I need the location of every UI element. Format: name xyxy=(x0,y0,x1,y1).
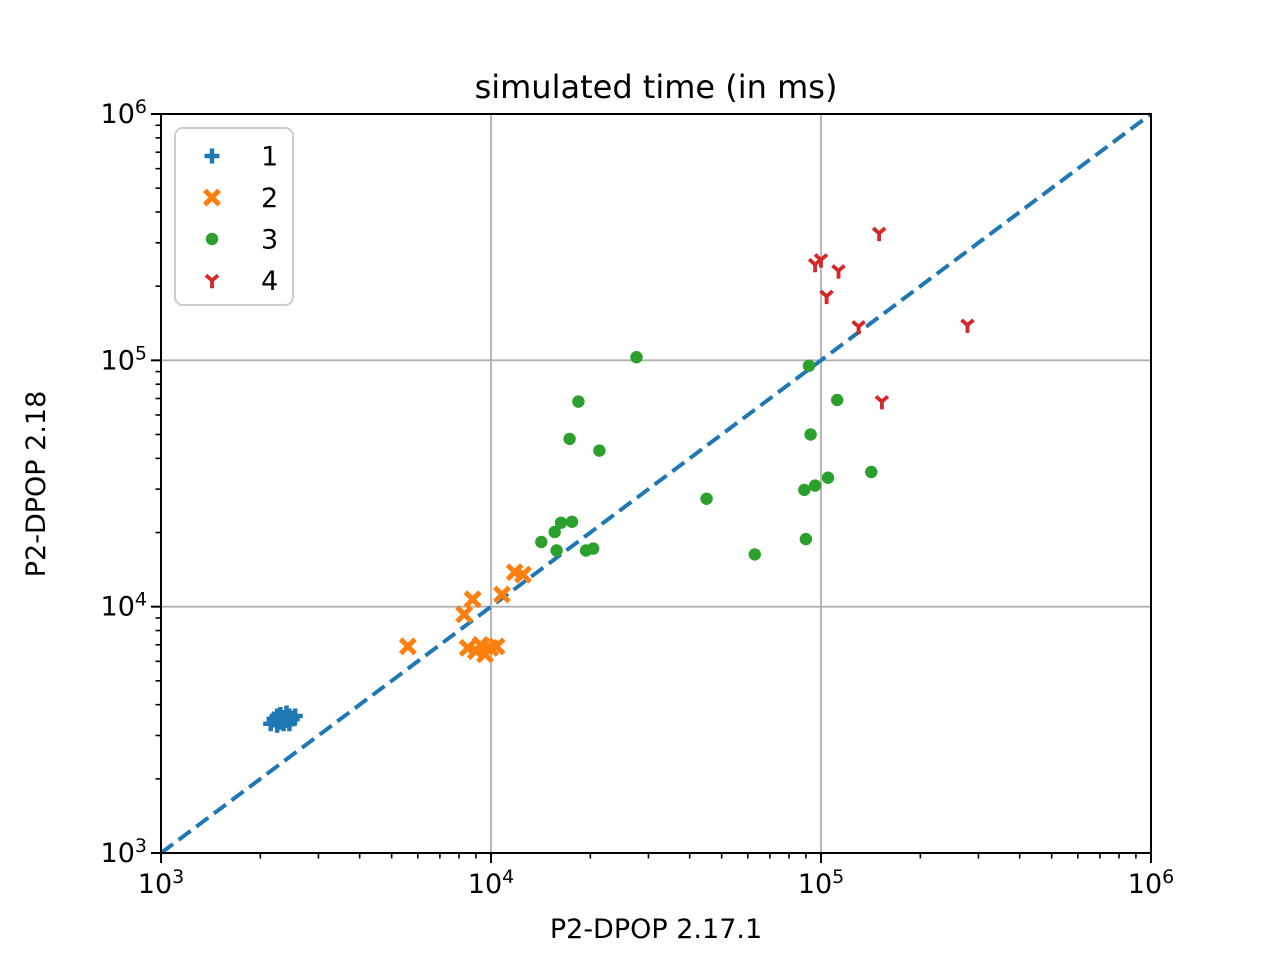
scatter-point xyxy=(548,525,561,539)
legend-label: 2 xyxy=(261,183,278,214)
scatter-point xyxy=(865,465,878,479)
x-axis-label: P2-DPOP 2.17.1 xyxy=(550,914,762,945)
scatter-point xyxy=(287,708,303,724)
scatter-point xyxy=(874,394,890,410)
circle-icon xyxy=(205,232,219,246)
scatter-point xyxy=(593,444,606,457)
grid-lines xyxy=(161,114,1151,853)
series-2 xyxy=(398,563,532,664)
legend-label: 3 xyxy=(261,225,278,256)
scatter-point xyxy=(587,542,600,555)
scatter-point xyxy=(804,428,817,441)
plus-icon xyxy=(204,148,220,164)
scatter-point xyxy=(514,565,532,584)
scatter-point xyxy=(630,351,643,364)
legend-entry-1: 1 xyxy=(204,142,278,173)
tick-label: 106 xyxy=(101,96,147,130)
legend-entry-4: 4 xyxy=(204,266,278,297)
scatter-point xyxy=(700,492,713,505)
scatter-point xyxy=(851,320,866,335)
scatter-point xyxy=(871,226,887,242)
scatter-point xyxy=(821,471,835,484)
scatter-point xyxy=(463,590,482,609)
scatter-point xyxy=(535,535,548,549)
scatter-point xyxy=(831,264,846,279)
axis-ticks xyxy=(151,113,1152,863)
tick-label: 104 xyxy=(101,589,147,623)
scatter-point xyxy=(398,637,417,656)
scatter-point xyxy=(802,359,816,372)
tick-label: 103 xyxy=(101,835,147,869)
legend: 1 2 3 4 xyxy=(174,127,294,306)
scatter-point xyxy=(748,548,761,561)
series-3 xyxy=(535,351,878,561)
scatter-point xyxy=(550,544,563,557)
diagonal-line xyxy=(159,112,1153,855)
scatter-point xyxy=(960,318,975,333)
scatter-point xyxy=(281,716,297,732)
scatter-point xyxy=(808,479,822,492)
axis-tick-labels: 103 104 105 106 103 104 105 106 xyxy=(101,96,1175,900)
scatter-point xyxy=(572,395,585,408)
scatter-point xyxy=(819,289,834,305)
plot-border xyxy=(160,113,1152,854)
data-series xyxy=(263,226,975,733)
tick-label: 104 xyxy=(468,866,514,900)
scatter-point xyxy=(565,515,579,528)
scatter-point xyxy=(266,711,282,727)
scatter-point xyxy=(284,711,300,727)
legend-label: 4 xyxy=(261,266,278,297)
scatter-point xyxy=(487,637,506,656)
scatter-point xyxy=(813,253,829,268)
scatter-point xyxy=(455,605,474,624)
scatter-point xyxy=(279,705,294,721)
series-4 xyxy=(807,226,975,410)
scatter-point xyxy=(798,483,811,497)
y-axis-label: P2-DPOP 2.18 xyxy=(21,391,52,578)
legend-entry-2: 2 xyxy=(203,183,278,214)
scatter-point xyxy=(799,532,813,546)
legend-box xyxy=(174,127,294,306)
tick-label: 105 xyxy=(798,866,844,900)
tick-label: 105 xyxy=(101,342,147,376)
series-1 xyxy=(263,705,303,733)
diagonal-reference-line xyxy=(159,112,1153,855)
tri-down-icon xyxy=(204,273,220,289)
x-icon xyxy=(203,188,221,207)
tick-label: 106 xyxy=(1128,866,1174,900)
legend-label: 1 xyxy=(261,142,278,173)
scatter-point xyxy=(554,516,568,529)
tick-label: 103 xyxy=(138,866,184,900)
chart-title: simulated time (in ms) xyxy=(475,68,838,106)
legend-entry-3: 3 xyxy=(205,225,278,256)
scatter-point xyxy=(563,432,576,446)
scatter-point xyxy=(831,393,844,407)
scatter-point xyxy=(493,585,511,604)
